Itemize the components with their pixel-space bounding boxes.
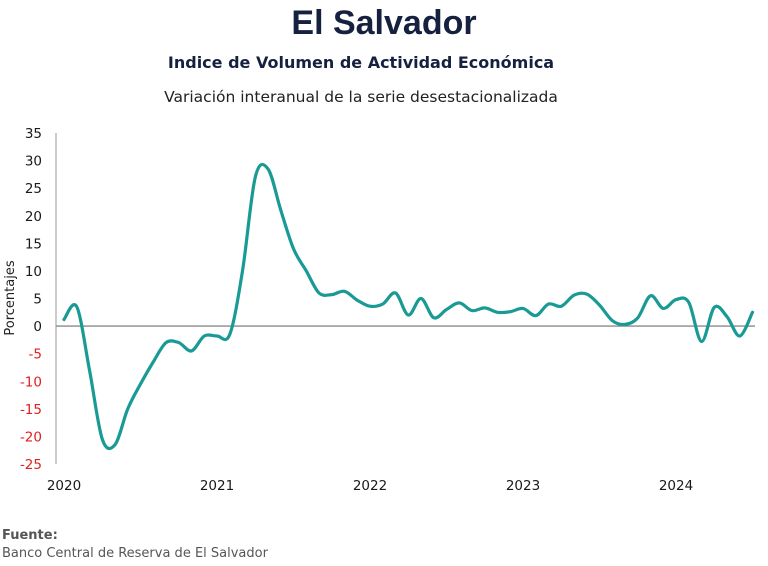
chart-subtitle: Indice de Volumen de Actividad Económica bbox=[167, 53, 555, 72]
y-tick-label: 30 bbox=[25, 154, 42, 170]
y-tick-label: -5 bbox=[29, 347, 42, 363]
chart-title: El Salvador bbox=[291, 4, 477, 42]
y-tick-label: 5 bbox=[33, 292, 42, 308]
y-tick-label: 15 bbox=[25, 236, 42, 252]
x-tick-label: 2024 bbox=[659, 478, 693, 494]
y-tick-label: -10 bbox=[20, 374, 42, 390]
y-tick-label: 10 bbox=[25, 264, 42, 280]
y-tick-label: -20 bbox=[20, 429, 42, 445]
y-axis-label: Porcentajes bbox=[3, 260, 18, 335]
y-tick-label: -15 bbox=[20, 402, 42, 418]
source-text: Banco Central de Reserva de El Salvador bbox=[2, 546, 268, 561]
y-tick-label: -25 bbox=[20, 457, 42, 473]
x-tick-label: 2022 bbox=[353, 478, 387, 494]
x-tick-label: 2021 bbox=[200, 478, 234, 494]
chart-subtitle-secondary: Variación interanual de la serie desesta… bbox=[164, 88, 558, 106]
series-line bbox=[62, 162, 755, 451]
y-tick-label: 35 bbox=[25, 126, 42, 142]
x-tick-label: 2023 bbox=[506, 478, 540, 494]
y-tick-label: 25 bbox=[25, 181, 42, 197]
series-group bbox=[62, 162, 755, 451]
x-axis: 2020 2021 2022 2023 2024 bbox=[47, 325, 755, 494]
y-axis: 35 30 25 20 15 10 5 0 -5 -10 -15 -20 -25 bbox=[20, 126, 57, 473]
source-label: Fuente: bbox=[2, 528, 58, 543]
y-tick-label: 0 bbox=[33, 319, 42, 335]
y-tick-label: 20 bbox=[25, 209, 42, 225]
x-tick-label: 2020 bbox=[47, 478, 81, 494]
